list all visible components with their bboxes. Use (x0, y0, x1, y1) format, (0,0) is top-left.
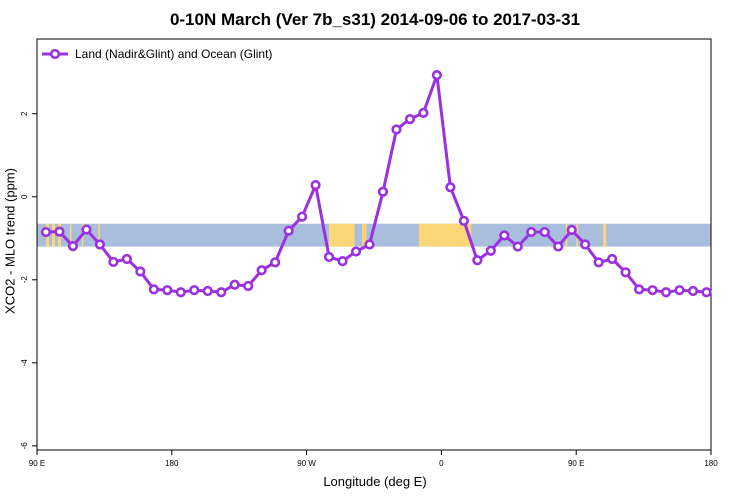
data-point (391, 124, 402, 135)
data-point (634, 284, 645, 295)
data-point (458, 215, 469, 226)
data-point (445, 182, 456, 193)
land-segment (362, 223, 367, 247)
data-point (202, 285, 213, 297)
data-point (189, 285, 200, 296)
plot-frame (36, 38, 712, 451)
x-axis-label: Longitude (deg E) (323, 474, 427, 489)
data-point (472, 255, 483, 266)
data-point (431, 70, 443, 81)
land-segment (98, 223, 100, 247)
data-point (81, 224, 92, 235)
chart-title: 0-10N March (Ver 7b_s31) 2014-09-06 to 2… (169, 10, 581, 29)
data-point (148, 284, 159, 295)
y-tick-label: -6 (20, 442, 29, 450)
data-point (526, 226, 537, 238)
data-point (135, 266, 146, 277)
x-tick-label: 90 E (29, 459, 45, 468)
legend-label: Land (Nadir&Glint) and Ocean (Glint) (75, 47, 272, 61)
data-point (620, 267, 631, 278)
x-tick-label: 0 (439, 459, 444, 468)
data-point (175, 287, 186, 298)
data-point (539, 226, 550, 238)
data-point (687, 285, 699, 297)
data-point (54, 226, 65, 237)
data-point (593, 257, 604, 268)
data-point (256, 265, 267, 276)
x-tick-label: 90 E (568, 459, 584, 468)
data-point (310, 180, 321, 191)
land-segment (51, 223, 55, 247)
data-point (40, 226, 52, 238)
data-point (377, 186, 389, 197)
land-segment (329, 223, 355, 247)
data-point (216, 287, 227, 298)
data-point (67, 241, 79, 252)
data-point (162, 285, 173, 296)
data-point (108, 256, 119, 268)
data-point (297, 211, 308, 222)
data-point (566, 224, 577, 236)
data-point (485, 245, 496, 256)
data-point (701, 287, 712, 298)
data-point (337, 256, 348, 267)
data-point (418, 107, 429, 118)
data-point (553, 241, 564, 252)
data-point (243, 280, 254, 292)
data-point (364, 239, 375, 250)
data-point (350, 246, 362, 257)
data-point (580, 239, 591, 250)
y-tick-label: 2 (20, 111, 29, 116)
legend-marker (49, 48, 61, 60)
y-tick-label: -4 (20, 359, 29, 367)
data-point (607, 253, 618, 265)
data-point (499, 230, 510, 241)
data-point (674, 285, 685, 296)
y-tick-label: -2 (20, 276, 29, 284)
x-tick-label: 180 (165, 459, 179, 468)
data-point (323, 251, 335, 263)
land-segment (603, 223, 607, 247)
x-tick-label: 90 W (297, 459, 316, 468)
data-point (283, 225, 294, 236)
data-point (270, 257, 281, 268)
data-point (647, 285, 658, 296)
x-tick-label: 180 (704, 459, 718, 468)
data-point (121, 253, 132, 265)
data-point (404, 114, 416, 125)
land-segment (418, 223, 472, 247)
data-point (512, 241, 523, 252)
data-point (660, 287, 672, 298)
data-point (94, 239, 106, 250)
data-point (229, 279, 240, 290)
y-tick-label: 0 (20, 194, 29, 199)
land-segment (69, 223, 72, 247)
